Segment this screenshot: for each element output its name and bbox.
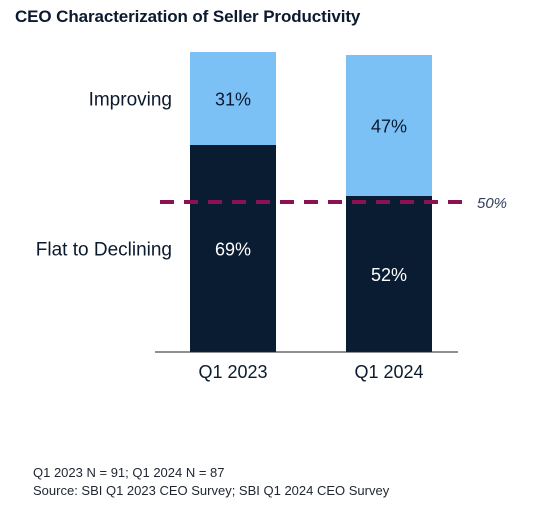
stacked-bar-chart: 69% 31% Q1 2023 52% 47% Q1 2024 50% Flat to Dec… bbox=[36, 52, 507, 382]
source-note: Source: SBI Q1 2023 CEO Survey; SBI Q1 2… bbox=[33, 483, 390, 498]
data-label: 31% bbox=[215, 90, 251, 110]
series-label: Flat to Declining bbox=[36, 240, 172, 261]
reference-line-label: 50% bbox=[477, 195, 507, 212]
bar-improving-0 bbox=[190, 52, 276, 145]
chart-title: CEO Characterization of Seller Productiv… bbox=[15, 7, 361, 26]
bar-improving-1 bbox=[346, 55, 432, 196]
sample-size-note: Q1 2023 N = 91; Q1 2024 N = 87 bbox=[33, 465, 225, 480]
bar-flat-to-declining-0 bbox=[190, 145, 276, 352]
data-label: 69% bbox=[215, 240, 251, 260]
x-tick-label: Q1 2024 bbox=[354, 362, 423, 382]
x-tick-label: Q1 2023 bbox=[198, 362, 267, 382]
data-label: 47% bbox=[371, 117, 407, 137]
data-label: 52% bbox=[371, 265, 407, 285]
bar-flat-to-declining-1 bbox=[346, 196, 432, 352]
series-label: Improving bbox=[89, 90, 172, 111]
